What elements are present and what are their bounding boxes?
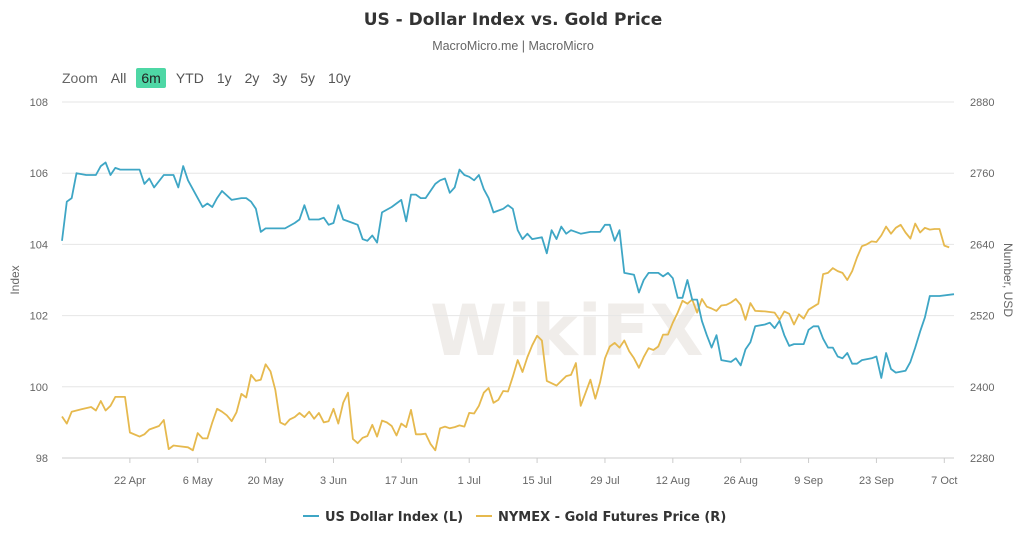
x-tick-label: 12 Aug — [656, 475, 690, 487]
chart-subtitle: MacroMicro.me | MacroMicro — [432, 39, 594, 53]
y-right-tick-label: 2520 — [970, 311, 994, 323]
y-axis-right-title: Number, USD — [1001, 243, 1015, 317]
gridlines — [62, 101, 954, 459]
x-tick-label: 3 Jun — [320, 475, 347, 487]
series-line-us-dollar-index[interactable] — [61, 161, 955, 379]
zoom-range-selector: Zoom All 6m YTD 1y 2y 3y 5y 10y — [62, 67, 361, 89]
zoom-button-6m[interactable]: 6m — [136, 68, 166, 88]
x-axis: 22 Apr 6 May 20 May 3 Jun 17 Jun 1 Jul 15 Jul 2… — [62, 457, 957, 487]
zoom-button-10y[interactable]: 10y — [328, 70, 351, 86]
y-left-tick-label: 108 — [30, 97, 48, 109]
y-left-tick-label: 98 — [36, 453, 48, 465]
y-axis-left: 98 100 102 104 106 108 — [30, 97, 48, 465]
watermark-text: WikiFX — [430, 290, 704, 372]
legend-label: NYMEX - Gold Futures Price (R) — [498, 510, 726, 525]
watermark: WikiFX — [430, 290, 704, 372]
x-tick-label: 29 Jul — [590, 475, 619, 487]
x-tick-label: 9 Sep — [794, 475, 823, 487]
x-tick-label: 17 Jun — [385, 475, 418, 487]
zoom-label: Zoom — [62, 70, 98, 86]
x-tick-label: 6 May — [183, 475, 213, 487]
legend: US Dollar Index (L) NYMEX - Gold Futures … — [303, 510, 726, 525]
y-left-tick-label: 100 — [30, 382, 48, 394]
x-tick-label: 26 Aug — [724, 475, 758, 487]
zoom-button-all[interactable]: All — [110, 70, 127, 86]
zoom-button-5y[interactable]: 5y — [300, 70, 315, 86]
y-right-tick-label: 2280 — [970, 453, 994, 465]
y-left-tick-label: 106 — [30, 168, 48, 180]
zoom-button-3y[interactable]: 3y — [272, 70, 288, 86]
y-axis-left-title: Index — [8, 265, 22, 294]
y-right-tick-label: 2400 — [970, 382, 994, 394]
y-axis-right: 2280 2400 2520 2640 2760 2880 — [970, 97, 994, 465]
x-tick-label: 20 May — [248, 475, 285, 487]
y-right-tick-label: 2880 — [970, 97, 994, 109]
x-tick-label: 7 Oct — [931, 475, 957, 487]
zoom-button-2y[interactable]: 2y — [244, 70, 260, 86]
y-left-tick-label: 102 — [30, 311, 48, 323]
zoom-button-1y[interactable]: 1y — [216, 70, 232, 86]
x-tick-label: 15 Jul — [522, 475, 551, 487]
y-left-tick-label: 104 — [30, 239, 48, 251]
x-tick-label: 1 Jul — [458, 475, 481, 487]
legend-item-gold-futures[interactable]: NYMEX - Gold Futures Price (R) — [476, 510, 726, 525]
zoom-button-ytd[interactable]: YTD — [175, 70, 204, 86]
x-tick-label: 22 Apr — [114, 475, 146, 487]
chart-title: US - Dollar Index vs. Gold Price — [363, 10, 663, 30]
y-right-tick-label: 2640 — [970, 239, 994, 251]
y-right-tick-label: 2760 — [970, 168, 994, 180]
series-line-gold-futures[interactable] — [61, 222, 950, 452]
legend-item-us-dollar-index[interactable]: US Dollar Index (L) — [303, 510, 463, 525]
series-lines — [61, 161, 955, 452]
legend-label: US Dollar Index (L) — [325, 510, 463, 525]
x-tick-label: 23 Sep — [859, 475, 894, 487]
